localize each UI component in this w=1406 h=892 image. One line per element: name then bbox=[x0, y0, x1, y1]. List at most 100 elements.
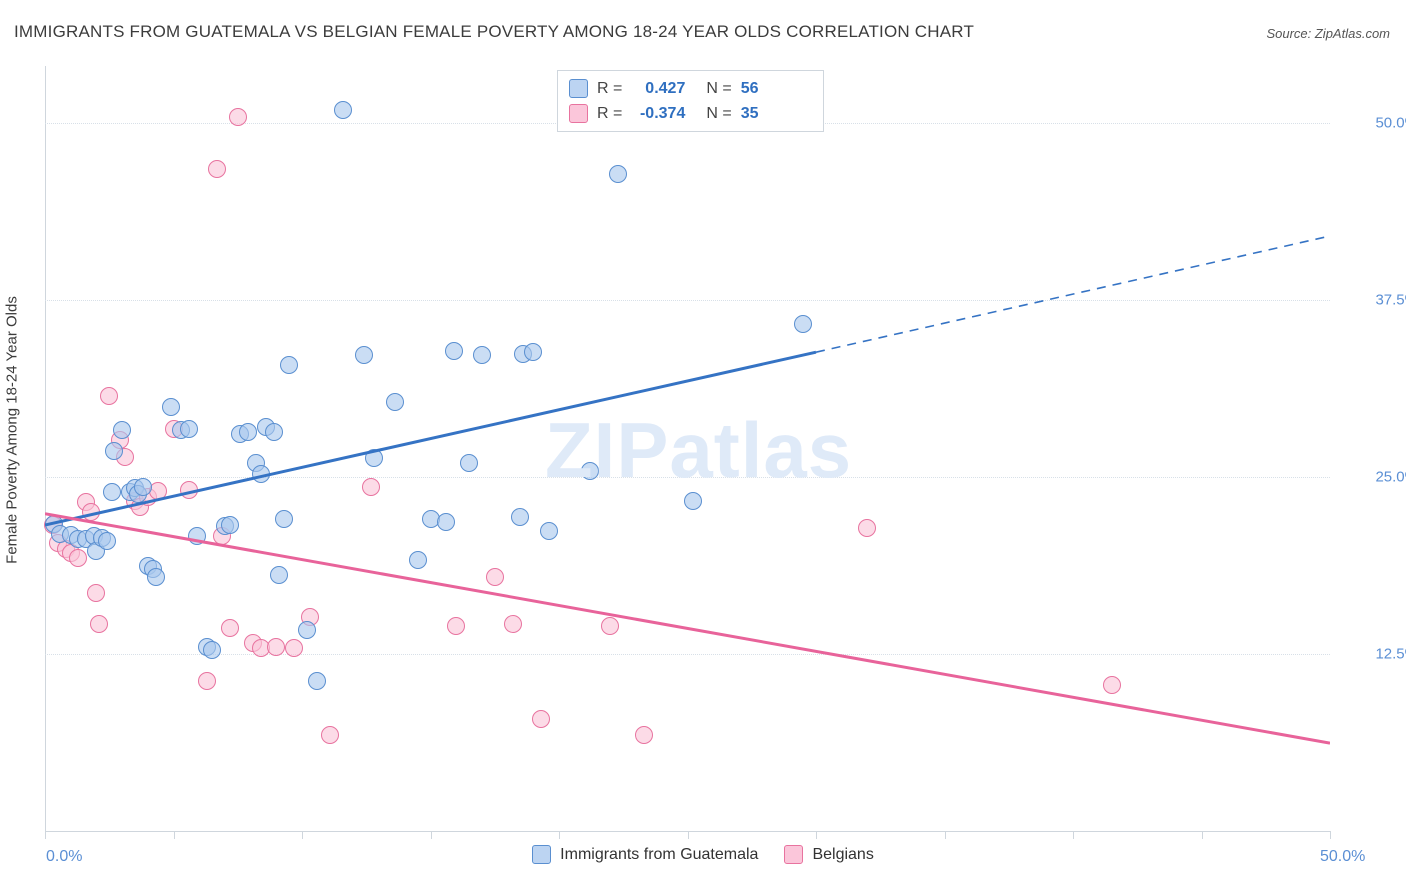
x-tick bbox=[430, 831, 432, 839]
data-point bbox=[102, 483, 121, 502]
legend-n-value-blue: 56 bbox=[740, 79, 759, 97]
legend-swatch-pink bbox=[569, 104, 588, 123]
data-point bbox=[267, 637, 286, 656]
data-point bbox=[321, 725, 340, 744]
x-axis-min-label: 0.0% bbox=[46, 848, 83, 865]
data-point bbox=[82, 503, 101, 522]
legend-n-value-pink: 35 bbox=[740, 104, 759, 122]
gridline bbox=[45, 299, 1330, 301]
data-point bbox=[362, 477, 381, 496]
data-point bbox=[197, 671, 216, 690]
trend-line-guatemala-projection bbox=[815, 235, 1330, 353]
data-point bbox=[264, 422, 283, 441]
source-label: Source: ZipAtlas.com bbox=[1266, 26, 1390, 41]
series-legend-item-belgians[interactable]: Belgians bbox=[784, 845, 874, 864]
data-point bbox=[511, 507, 530, 526]
legend-row-guatemala: R = 0.427 N = 56 bbox=[569, 79, 758, 98]
data-point bbox=[100, 387, 119, 406]
y-tick-label: 25.0% bbox=[1375, 468, 1406, 486]
y-tick-label: 37.5% bbox=[1375, 291, 1406, 309]
data-point bbox=[89, 615, 108, 634]
legend-n-label-blue: N = bbox=[706, 79, 732, 97]
data-point bbox=[269, 565, 288, 584]
data-point bbox=[601, 616, 620, 635]
series-swatch-guatemala bbox=[532, 845, 552, 864]
data-point bbox=[472, 346, 491, 364]
x-tick bbox=[45, 831, 46, 839]
data-point bbox=[239, 422, 258, 441]
watermark-atlas: atlas bbox=[669, 406, 853, 494]
data-point bbox=[133, 477, 152, 496]
y-tick-label: 50.0% bbox=[1375, 114, 1406, 132]
x-tick bbox=[816, 831, 817, 839]
data-point bbox=[161, 398, 180, 417]
data-point bbox=[149, 482, 168, 500]
legend-swatch-blue bbox=[569, 79, 588, 98]
data-point bbox=[221, 619, 240, 638]
data-point bbox=[444, 341, 463, 360]
data-point bbox=[221, 516, 240, 534]
data-point bbox=[179, 419, 198, 438]
series-swatch-belgians bbox=[784, 845, 804, 864]
series-legend: Immigrants from Guatemala Belgians bbox=[0, 845, 1406, 864]
data-point bbox=[354, 346, 373, 364]
data-point bbox=[113, 421, 132, 440]
series-label-belgians: Belgians bbox=[812, 845, 874, 863]
data-point bbox=[524, 343, 543, 362]
gridline bbox=[45, 653, 1330, 655]
x-tick bbox=[302, 831, 303, 839]
data-point bbox=[460, 453, 479, 472]
data-point bbox=[634, 725, 653, 744]
y-tick-label: 12.5% bbox=[1375, 645, 1406, 663]
y-axis bbox=[45, 66, 46, 831]
x-tick bbox=[1073, 831, 1074, 839]
watermark-zip: ZIP bbox=[545, 406, 670, 494]
data-point bbox=[208, 160, 227, 179]
data-point bbox=[87, 584, 106, 602]
legend-r-value-pink: -0.374 bbox=[639, 104, 686, 122]
data-point bbox=[1102, 676, 1121, 695]
data-point bbox=[485, 568, 504, 587]
data-point bbox=[408, 551, 427, 570]
data-point bbox=[609, 164, 628, 183]
x-tick bbox=[1330, 831, 1331, 839]
data-point bbox=[532, 710, 550, 729]
data-point bbox=[447, 616, 466, 635]
data-point bbox=[385, 392, 404, 411]
x-tick bbox=[173, 831, 175, 839]
correlation-legend: R = 0.427 N = 56 R = -0.374 N = 35 bbox=[557, 70, 824, 132]
page-title: IMMIGRANTS FROM GUATEMALA VS BELGIAN FEM… bbox=[14, 22, 975, 41]
data-point bbox=[298, 620, 317, 639]
data-point bbox=[228, 108, 247, 126]
legend-n-label-pink: N = bbox=[706, 104, 732, 122]
x-tick bbox=[944, 831, 946, 839]
data-point bbox=[364, 449, 383, 468]
y-axis-title: Female Poverty Among 18-24 Year Olds bbox=[3, 296, 21, 564]
data-point bbox=[436, 513, 455, 532]
legend-row-belgians: R = -0.374 N = 35 bbox=[569, 104, 758, 123]
x-tick bbox=[687, 831, 689, 839]
data-point bbox=[308, 671, 327, 690]
series-label-guatemala: Immigrants from Guatemala bbox=[560, 845, 759, 863]
x-axis-max-label: 50.0% bbox=[1320, 848, 1366, 865]
data-point bbox=[187, 527, 206, 546]
legend-r-label-blue: R = bbox=[597, 79, 623, 97]
data-point bbox=[275, 510, 293, 529]
watermark: ZIPatlas bbox=[545, 405, 852, 496]
data-point bbox=[285, 639, 304, 658]
legend-r-label-pink: R = bbox=[597, 104, 623, 122]
data-point bbox=[179, 480, 198, 499]
data-point bbox=[280, 355, 299, 374]
data-point bbox=[858, 518, 877, 537]
data-point bbox=[794, 314, 813, 333]
data-point bbox=[203, 640, 222, 659]
data-point bbox=[105, 442, 124, 461]
legend-r-value-blue: 0.427 bbox=[645, 79, 686, 97]
data-point bbox=[146, 568, 165, 587]
data-point bbox=[97, 531, 116, 550]
data-point bbox=[334, 100, 353, 119]
x-tick bbox=[1201, 831, 1203, 839]
data-point bbox=[69, 548, 88, 567]
data-point bbox=[503, 615, 522, 634]
series-legend-item-guatemala[interactable]: Immigrants from Guatemala bbox=[532, 845, 758, 864]
